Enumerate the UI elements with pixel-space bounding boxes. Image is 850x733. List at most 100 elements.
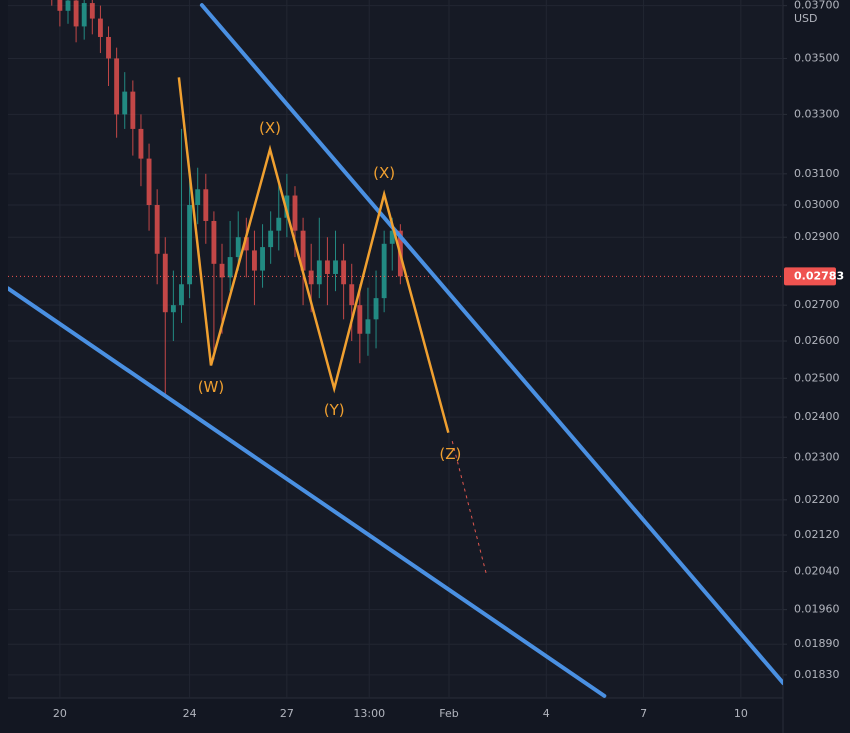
candle-body: [381, 243, 387, 299]
y-tick-label: 0.03000: [794, 198, 840, 211]
candle-body: [292, 195, 298, 231]
candle: [373, 270, 379, 349]
candle-body: [73, 0, 79, 27]
y-tick-label: 0.01830: [794, 668, 840, 681]
candle-body: [324, 260, 330, 274]
candle-body: [154, 204, 160, 254]
y-tick-label: 0.02040: [794, 565, 840, 578]
candle: [106, 26, 111, 87]
wave-label: (Z): [439, 445, 461, 463]
candle: [114, 47, 120, 138]
candle-body: [170, 305, 176, 313]
candle-body: [130, 91, 136, 129]
candle-body: [373, 298, 379, 320]
candle: [154, 189, 160, 285]
candle-body: [195, 189, 201, 205]
candle-body: [179, 284, 184, 306]
candle: [365, 287, 371, 356]
channel-line: [199, 3, 783, 686]
last-price-tag: [784, 267, 836, 286]
candle: [81, 0, 87, 40]
wave-line: [177, 77, 450, 434]
y-tick-label: 0.02600: [794, 334, 840, 347]
x-tick-label: 27: [280, 707, 294, 720]
wave-label: (Y): [324, 401, 345, 419]
candle-body: [365, 319, 371, 334]
candle-body: [106, 36, 111, 59]
candle: [341, 243, 347, 320]
candle: [203, 173, 209, 244]
y-tick-label: 0.02400: [794, 410, 840, 423]
candle: [268, 211, 274, 264]
y-tick-label: 0.03500: [794, 51, 840, 64]
candle-body: [243, 237, 249, 251]
channel-line: [8, 286, 607, 698]
candle: [333, 230, 338, 292]
wave-label: (X): [373, 164, 395, 182]
candle: [170, 270, 176, 342]
wave-label: (W): [198, 378, 225, 396]
x-tick-label: 4: [543, 707, 550, 720]
candle-body: [97, 18, 103, 37]
last-price-label: 0.02783: [794, 269, 844, 282]
candle-body: [57, 0, 63, 11]
x-tick-label: 10: [734, 707, 748, 720]
projection-line: [451, 441, 487, 575]
candle-body: [187, 204, 193, 285]
candle: [235, 211, 241, 271]
x-tick-label: 7: [640, 707, 647, 720]
x-tick-label: 13:00: [353, 707, 385, 720]
x-tick-label: 20: [53, 707, 67, 720]
candle: [146, 143, 152, 231]
x-tick-label: 24: [183, 707, 197, 720]
candle-body: [284, 195, 290, 218]
candle-body: [235, 237, 241, 258]
y-tick-label: 0.03100: [794, 167, 840, 180]
y-tick-label: 0.02700: [794, 298, 840, 311]
candle: [73, 0, 79, 43]
y-tick-label: 0.02500: [794, 371, 840, 384]
axes: 0.03700 0.03500 0.03300 0.03100 0.03000 0.029…: [53, 0, 844, 720]
y-tick-label: 0.01960: [794, 603, 840, 616]
candle: [219, 243, 225, 334]
candle: [89, 0, 95, 35]
currency-label: USD: [794, 12, 818, 25]
candle: [381, 230, 387, 313]
candle: [187, 173, 193, 299]
plot-area: [8, 0, 783, 698]
y-tick-label: 0.02900: [794, 230, 840, 243]
candle-body: [211, 220, 217, 264]
candle: [324, 237, 330, 306]
candle: [260, 224, 265, 288]
candle: [65, 0, 71, 24]
candle-body: [260, 247, 265, 271]
candle-body: [300, 230, 306, 271]
candle-body: [81, 3, 87, 27]
candle-body: [227, 257, 233, 278]
candle: [276, 179, 282, 251]
candle: [227, 220, 233, 292]
candle: [252, 230, 257, 306]
x-tick-label: Feb: [439, 707, 458, 720]
y-tick-label: 0.02200: [794, 493, 840, 506]
candle: [357, 284, 363, 364]
candle-body: [389, 230, 395, 244]
candle-body: [252, 250, 257, 271]
candle-body: [122, 91, 128, 115]
candle: [130, 80, 136, 156]
candle: [349, 263, 355, 342]
y-tick-label: 0.01890: [794, 637, 840, 650]
candle: [284, 173, 290, 238]
y-tick-label: 0.02120: [794, 528, 840, 541]
plot: (W) (X) (Y) (X) (Z): [8, 0, 783, 698]
candle-body: [276, 217, 282, 231]
candle: [57, 0, 63, 27]
candle: [97, 5, 103, 54]
candle-body: [138, 128, 144, 159]
candle: [138, 114, 144, 187]
y-tick-label: 0.03300: [794, 107, 840, 120]
candle: [122, 72, 128, 129]
candle: [300, 217, 306, 306]
candle-body: [114, 58, 120, 115]
